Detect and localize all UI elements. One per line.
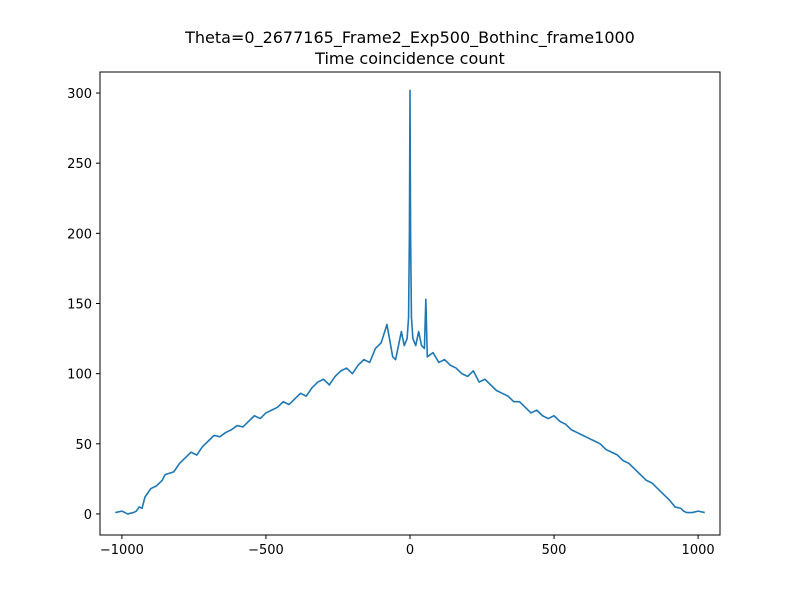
chart-subtitle: Time coincidence count	[314, 49, 505, 68]
x-tick-label: 1000	[682, 543, 715, 558]
y-tick-label: 100	[67, 368, 92, 383]
chart-title: Theta=0_2677165_Frame2_Exp500_Bothinc_fr…	[184, 28, 635, 48]
x-tick-label: 0	[406, 543, 414, 558]
y-tick-label: 250	[67, 157, 92, 172]
y-tick-label: 50	[75, 438, 92, 453]
ticks-layer: −1000 −500 0 500 1000 0 50 100 150 200 250 300	[67, 87, 714, 558]
y-tick-label: 0	[84, 508, 92, 523]
x-tick-label: 500	[542, 543, 567, 558]
y-tick-label: 150	[67, 298, 92, 313]
series-line	[115, 89, 705, 515]
y-tick-label: 200	[67, 227, 92, 242]
x-tick-label: −500	[248, 543, 284, 558]
y-tick-label: 300	[67, 87, 92, 102]
x-tick-label: −1000	[100, 543, 144, 558]
axes-frame	[99, 71, 721, 536]
series-layer	[115, 89, 705, 515]
